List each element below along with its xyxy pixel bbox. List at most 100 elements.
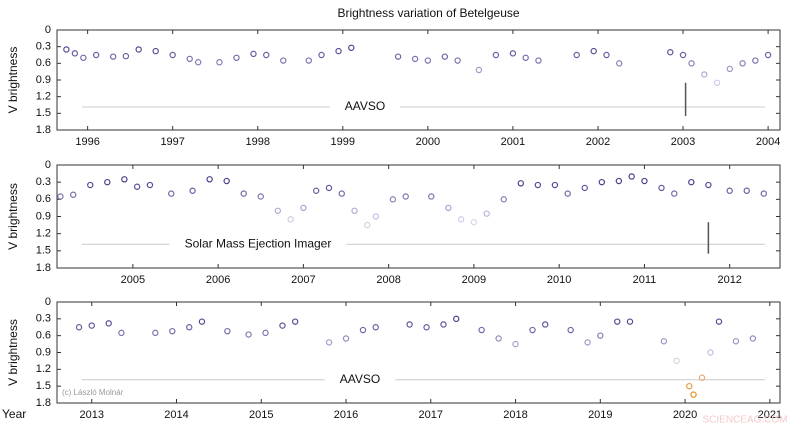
- x-tick-label: 2016: [334, 409, 358, 421]
- data-point: [186, 55, 193, 63]
- data-point: [146, 181, 154, 189]
- data-point: [732, 338, 740, 345]
- x-tick-label: 2012: [717, 274, 741, 286]
- data-point: [492, 51, 500, 59]
- data-point: [300, 204, 307, 212]
- data-point: [325, 339, 333, 346]
- data-point: [359, 326, 367, 334]
- data-point: [760, 190, 768, 197]
- x-tick-label: 2021: [758, 409, 782, 421]
- data-point: [478, 326, 485, 334]
- data-point: [372, 213, 380, 220]
- data-point: [726, 65, 734, 73]
- data-point: [726, 187, 733, 194]
- y-tick-label: 0.9: [36, 346, 51, 358]
- data-point: [512, 340, 519, 348]
- annotation: AAVSO: [345, 99, 385, 113]
- data-point: [80, 54, 87, 61]
- data-point: [135, 46, 142, 53]
- data-point: [318, 51, 325, 59]
- y-tick-label: 1.2: [36, 91, 51, 103]
- y-tick-label: 0.6: [36, 193, 51, 205]
- data-point: [698, 374, 706, 381]
- data-point: [105, 320, 112, 327]
- data-point: [169, 51, 176, 59]
- x-tick-label: 2000: [416, 136, 440, 148]
- data-point: [402, 193, 409, 200]
- data-point: [240, 190, 247, 197]
- data-point: [470, 219, 478, 226]
- data-point: [598, 178, 606, 186]
- data-point: [535, 57, 542, 64]
- x-tick-label: 2014: [164, 409, 188, 421]
- data-point: [752, 57, 759, 64]
- data-point: [495, 335, 502, 342]
- data-point: [198, 318, 206, 325]
- data-point: [109, 53, 117, 60]
- watermark: SCIENCEAG.COM: [702, 415, 787, 426]
- data-point: [457, 216, 465, 223]
- data-point: [475, 66, 483, 74]
- data-point: [71, 50, 79, 57]
- data-point: [104, 178, 111, 186]
- data-point: [713, 79, 721, 86]
- data-point: [424, 57, 432, 64]
- data-point: [206, 176, 213, 183]
- y-tick-label: 0.9: [36, 210, 51, 222]
- data-point: [517, 180, 525, 187]
- data-point: [121, 176, 128, 183]
- data-point: [325, 184, 333, 192]
- data-point: [262, 329, 269, 337]
- y-tick-label: 0.9: [36, 74, 51, 86]
- x-tick-label: 2011: [633, 274, 657, 286]
- plot-frame: [56, 164, 781, 269]
- y-tick-label: 0: [45, 159, 51, 171]
- data-point: [749, 335, 757, 342]
- data-point: [364, 221, 371, 229]
- y-tick-label: 0: [45, 296, 51, 308]
- data-point: [701, 71, 708, 78]
- x-tick-label: 2018: [503, 409, 527, 421]
- plot-frame: [56, 29, 781, 131]
- data-point: [411, 55, 419, 63]
- data-point: [69, 191, 77, 198]
- x-tick-label: 2006: [206, 274, 230, 286]
- data-point: [440, 321, 447, 328]
- data-point: [573, 51, 580, 59]
- data-point: [688, 60, 695, 67]
- data-point: [626, 318, 634, 325]
- data-point: [394, 53, 402, 60]
- data-point: [257, 193, 264, 200]
- data-point: [597, 332, 604, 339]
- x-tick-label: 2013: [80, 409, 104, 421]
- data-point: [223, 177, 230, 185]
- y-tick-label: 1.8: [36, 124, 51, 136]
- data-point: [88, 322, 95, 329]
- data-point: [423, 324, 430, 331]
- data-point: [342, 335, 350, 342]
- data-point: [616, 60, 623, 67]
- data-point: [590, 47, 597, 55]
- data-point: [688, 178, 695, 186]
- data-point: [372, 324, 379, 331]
- data-point: [628, 173, 635, 180]
- x-tick-label: 1998: [245, 136, 269, 148]
- data-point: [287, 216, 294, 223]
- data-point: [233, 54, 240, 61]
- y-tick-label: 1.8: [36, 262, 51, 274]
- data-point: [500, 196, 507, 203]
- data-point: [614, 318, 621, 325]
- x-tick-label: 1999: [331, 136, 355, 148]
- data-point: [764, 51, 772, 59]
- y-tick-label: 1.8: [36, 397, 51, 409]
- x-tick-label: 2002: [586, 136, 610, 148]
- data-point: [351, 207, 358, 214]
- data-point: [280, 57, 287, 64]
- data-point: [564, 190, 571, 197]
- x-tick-label: 2009: [462, 274, 486, 286]
- data-point: [305, 57, 312, 64]
- data-point: [658, 184, 665, 192]
- data-point: [686, 382, 693, 390]
- data-point: [75, 324, 83, 331]
